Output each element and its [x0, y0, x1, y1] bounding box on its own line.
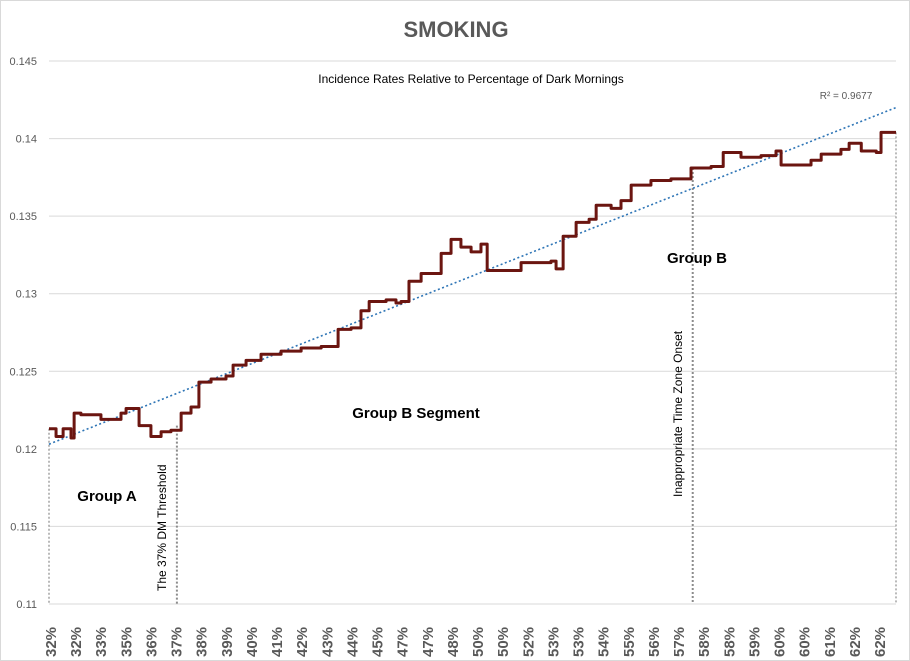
trendline [48, 106, 897, 445]
x-tick-label: 32% [43, 627, 60, 657]
x-tick-label: 52% [520, 627, 537, 657]
x-tick-label: 38% [194, 627, 211, 657]
y-tick-label: 0.115 [10, 521, 37, 533]
x-tick-label: 32% [68, 627, 85, 657]
y-tick-label: 0.13 [16, 289, 37, 301]
x-tick-label: 37% [169, 627, 186, 657]
x-tick-label: 50% [495, 627, 512, 657]
chart-subtitle: Incidence Rates Relative to Percentage o… [318, 72, 624, 86]
annotation-group-b: Group B [667, 250, 727, 267]
x-tick-label: 60% [797, 627, 814, 657]
x-tick-label: 53% [545, 627, 562, 657]
x-tick-label: 36% [143, 627, 160, 657]
annotation-37-threshold: The 37% DM Threshold [155, 464, 169, 591]
x-tick-label: 42% [294, 627, 311, 657]
x-tick-label: 47% [395, 627, 412, 657]
x-tick-label: 55% [621, 627, 638, 657]
x-tick-label: 48% [445, 627, 462, 657]
x-tick-label: 44% [344, 627, 361, 657]
x-tick-label: 47% [420, 627, 437, 657]
x-tick-label: 58% [696, 627, 713, 657]
x-tick-label: 57% [671, 627, 688, 657]
y-tick-label: 0.14 [16, 134, 37, 146]
y-tick-label: 0.11 [16, 599, 37, 611]
x-tick-label: 59% [746, 627, 763, 657]
y-tick-label: 0.145 [9, 56, 37, 68]
x-tick-label: 56% [646, 627, 663, 657]
annotation-group-a: Group A [77, 488, 137, 505]
series-line [49, 130, 896, 440]
x-tick-label: 50% [470, 627, 487, 657]
y-tick-label: 0.125 [9, 366, 37, 378]
x-tick-label: 62% [872, 627, 889, 657]
annotation-time-zone-onset: Inappropriate Time Zone Onset [671, 330, 685, 497]
x-tick-label: 41% [269, 627, 286, 657]
x-tick-label: 40% [244, 627, 261, 657]
chart-title: SMOKING [403, 17, 508, 42]
x-tick-label: 60% [772, 627, 789, 657]
y-tick-label: 0.135 [9, 211, 37, 223]
r-squared-label: R² = 0.9677 [820, 91, 873, 102]
x-tick-label: 45% [370, 627, 387, 657]
x-tick-label: 58% [721, 627, 738, 657]
x-tick-label: 35% [118, 627, 135, 657]
y-tick-label: 0.12 [16, 444, 37, 456]
x-tick-label: 61% [822, 627, 839, 657]
x-tick-label: 62% [847, 627, 864, 657]
x-tick-label: 39% [219, 627, 236, 657]
x-tick-label: 33% [93, 627, 110, 657]
annotation-group-b-segment: Group B Segment [352, 405, 480, 422]
x-tick-label: 53% [571, 627, 588, 657]
x-tick-label: 54% [596, 627, 613, 657]
x-tick-label: 43% [319, 627, 336, 657]
